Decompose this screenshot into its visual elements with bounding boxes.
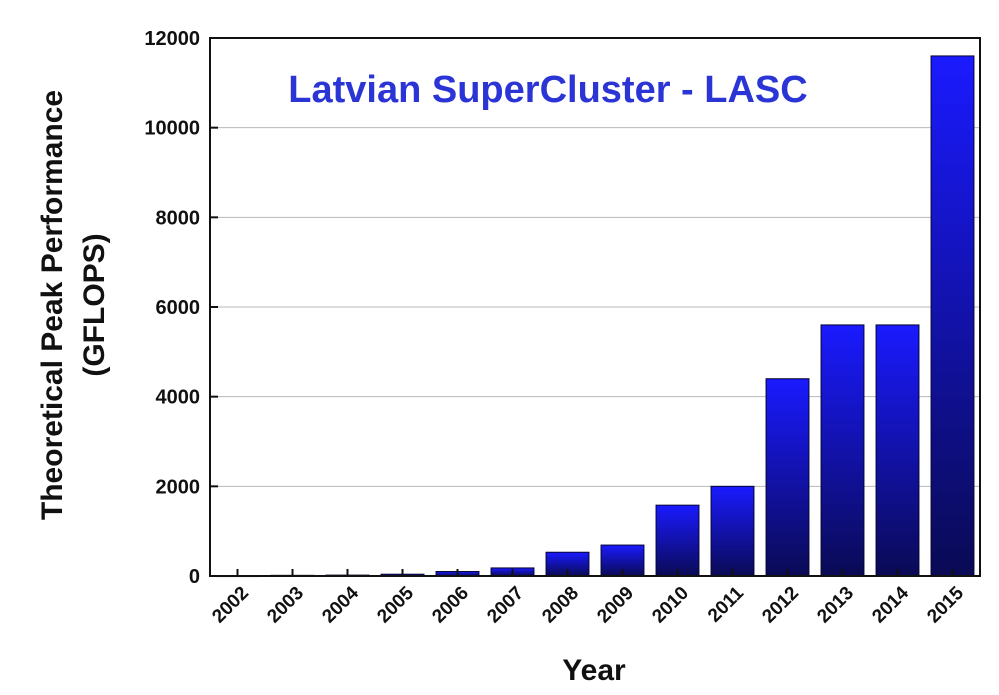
x-tick-label: 2003	[263, 583, 308, 628]
y-tick-label: 0	[189, 566, 200, 588]
bars	[215, 55, 975, 578]
chart-title: Latvian SuperCluster - LASC	[288, 69, 807, 111]
y-axis-ticks: 0 2000 4000 6000 8000 10000 12000	[144, 28, 218, 588]
grid-lines	[210, 127, 980, 487]
bar-2010	[655, 504, 700, 577]
y-axis-label-line2: (GFLOPS)	[78, 233, 111, 376]
x-tick-label: 2005	[373, 582, 418, 627]
x-tick-label: 2004	[318, 582, 363, 627]
x-tick-label: 2011	[704, 582, 748, 626]
bar-2011	[710, 485, 755, 577]
x-tick-label: 2013	[813, 583, 858, 628]
bar-2014	[875, 324, 920, 577]
y-tick-label: 4000	[156, 387, 201, 409]
y-tick-label: 8000	[156, 207, 201, 229]
y-tick-label: 12000	[144, 28, 200, 50]
x-tick-label: 2015	[923, 582, 968, 627]
x-tick-label: 2007	[483, 583, 528, 628]
y-axis-label-line1: Theoretical Peak Performance	[36, 90, 69, 520]
y-tick-label: 2000	[156, 476, 201, 498]
bar-2012	[765, 378, 810, 577]
x-tick-label: 2002	[208, 583, 253, 628]
x-axis-label: Year	[562, 654, 626, 687]
x-tick-label: 2009	[593, 583, 638, 628]
x-tick-label: 2010	[648, 583, 693, 628]
x-tick-label: 2008	[538, 583, 583, 628]
bar-2015	[930, 55, 975, 577]
x-tick-label: 2014	[868, 582, 913, 627]
y-tick-label: 6000	[156, 297, 201, 319]
x-tick-label: 2012	[758, 583, 803, 628]
x-axis-ticks: 2002 2003 2004 2005 2006 2007 2008 2009 2010 2011…	[208, 569, 968, 627]
bar-2013	[820, 324, 865, 577]
y-tick-label: 10000	[144, 118, 200, 140]
x-tick-label: 2006	[428, 583, 473, 628]
